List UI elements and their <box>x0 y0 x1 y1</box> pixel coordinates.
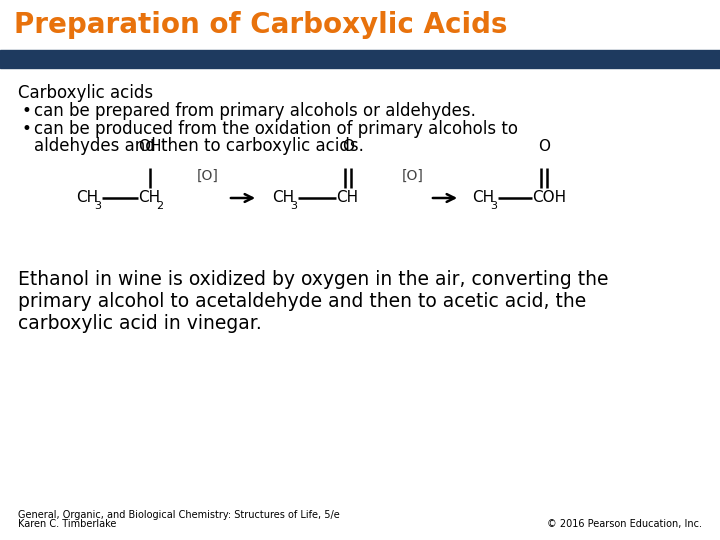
Text: carboxylic acid in vinegar.: carboxylic acid in vinegar. <box>18 314 262 333</box>
Text: General, Organic, and Biological Chemistry: Structures of Life, 5/e: General, Organic, and Biological Chemist… <box>18 510 340 520</box>
Text: [O]: [O] <box>197 169 219 183</box>
Text: primary alcohol to acetaldehyde and then to acetic acid, the: primary alcohol to acetaldehyde and then… <box>18 292 586 311</box>
Text: COH: COH <box>532 191 566 206</box>
Text: © 2016 Pearson Education, Inc.: © 2016 Pearson Education, Inc. <box>547 519 702 529</box>
Bar <box>0 68 720 540</box>
Text: can be produced from the oxidation of primary alcohols to: can be produced from the oxidation of pr… <box>34 120 518 138</box>
Text: Karen C. Timberlake: Karen C. Timberlake <box>18 519 117 529</box>
Text: 3: 3 <box>490 201 497 211</box>
Text: 3: 3 <box>290 201 297 211</box>
Text: can be prepared from primary alcohols or aldehydes.: can be prepared from primary alcohols or… <box>34 102 476 120</box>
Text: CH: CH <box>272 191 294 206</box>
Text: Ethanol in wine is oxidized by oxygen in the air, converting the: Ethanol in wine is oxidized by oxygen in… <box>18 270 608 289</box>
Text: CH: CH <box>472 191 494 206</box>
Bar <box>0 0 720 50</box>
Text: 3: 3 <box>94 201 101 211</box>
Text: CH: CH <box>76 191 98 206</box>
Text: [O]: [O] <box>402 169 424 183</box>
Text: O: O <box>342 139 354 154</box>
Text: CH: CH <box>138 191 160 206</box>
Text: •: • <box>22 120 32 138</box>
Text: aldehydes and then to carboxylic acids.: aldehydes and then to carboxylic acids. <box>34 137 364 155</box>
Text: O: O <box>538 139 550 154</box>
Text: OH: OH <box>138 139 162 154</box>
Bar <box>0 50 720 68</box>
Text: Carboxylic acids: Carboxylic acids <box>18 84 153 102</box>
Text: CH: CH <box>336 191 358 206</box>
Text: •: • <box>22 102 32 120</box>
Text: 2: 2 <box>156 201 163 211</box>
Text: Preparation of Carboxylic Acids: Preparation of Carboxylic Acids <box>14 11 508 39</box>
